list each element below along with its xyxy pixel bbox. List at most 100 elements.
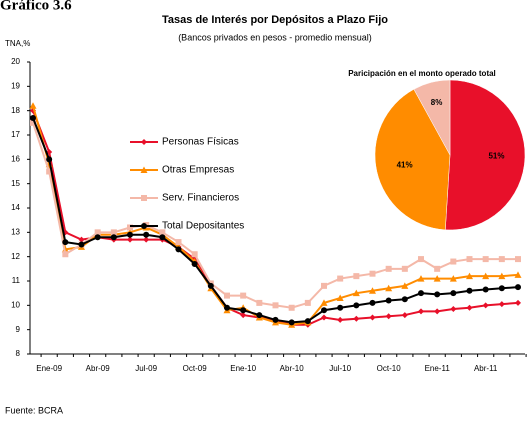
data-point	[498, 285, 505, 292]
data-point	[191, 260, 198, 267]
pie-slice	[413, 79, 451, 156]
data-point	[320, 299, 328, 306]
data-point	[385, 284, 393, 292]
data-point	[450, 258, 457, 265]
data-point	[191, 251, 198, 258]
x-tick-label: Abr-09	[86, 364, 111, 373]
data-point	[272, 302, 279, 309]
x-tick-label: Jul-10	[329, 364, 351, 373]
data-point	[482, 302, 489, 309]
data-point	[256, 299, 263, 306]
data-point	[514, 271, 522, 278]
data-point	[321, 282, 327, 289]
data-point	[385, 313, 392, 320]
data-point	[450, 290, 457, 297]
y-tick-label: 12	[11, 252, 20, 261]
y-tick-label: 10	[11, 300, 20, 309]
y-tick-label: 20	[11, 57, 20, 66]
data-point	[401, 265, 408, 272]
source: Fuente: BCRA	[5, 405, 63, 415]
y-tick-label: 17	[11, 130, 20, 139]
data-point	[337, 316, 344, 323]
data-point	[482, 272, 490, 280]
data-point	[143, 236, 150, 243]
legend-label: Otras Empresas	[162, 165, 234, 176]
data-point	[46, 156, 53, 163]
data-point	[224, 292, 230, 299]
data-point	[30, 119, 36, 126]
y-tick-label: 9	[16, 325, 21, 334]
data-point	[353, 302, 360, 309]
data-point	[385, 297, 392, 304]
y-tick-label: 19	[11, 81, 20, 90]
data-point	[401, 312, 408, 319]
data-point	[240, 292, 247, 299]
data-point	[143, 231, 150, 238]
data-point	[304, 299, 311, 306]
data-point	[321, 314, 327, 321]
y-tick-label: 16	[11, 154, 20, 163]
data-point	[369, 314, 376, 321]
data-point	[466, 287, 473, 294]
data-point	[256, 312, 263, 319]
y-tick-label: 8	[16, 349, 21, 358]
x-tick-label: Abr-11	[474, 364, 498, 373]
data-point	[515, 256, 521, 263]
data-point	[288, 319, 295, 326]
data-point	[127, 224, 133, 231]
data-point	[337, 304, 344, 311]
data-point	[29, 102, 37, 109]
data-point	[418, 256, 424, 263]
data-point	[401, 282, 409, 289]
data-point	[127, 231, 133, 238]
chart-subtitle: (Bancos privados en pesos - promedio men…	[178, 32, 372, 42]
chart-title: Tasas de Interés por Depósitos a Plazo F…	[162, 14, 388, 26]
data-point	[433, 275, 441, 282]
data-point	[207, 282, 214, 289]
data-point	[46, 168, 53, 175]
data-point	[321, 307, 327, 314]
data-point	[78, 236, 85, 243]
pie-title: Paricipación en el monto operado total	[348, 69, 496, 78]
data-point	[30, 114, 36, 121]
legend-label: Serv. Financieros	[162, 193, 239, 204]
pie-label: 51%	[488, 152, 504, 161]
data-point	[449, 275, 457, 282]
y-axis-label: TNA,%	[5, 39, 30, 48]
data-point	[418, 308, 424, 315]
x-tick-label: Oct-10	[377, 364, 402, 373]
data-point	[62, 251, 69, 258]
data-point	[498, 256, 505, 263]
data-point	[353, 315, 360, 322]
legend-marker	[141, 223, 147, 229]
data-point	[498, 272, 506, 280]
data-point	[434, 308, 441, 315]
y-tick-label: 18	[11, 106, 20, 115]
data-point	[434, 265, 441, 272]
y-tick-label: 14	[11, 203, 20, 212]
x-tick-label: Jul-09	[135, 364, 157, 373]
data-point	[62, 229, 69, 236]
data-point	[94, 229, 101, 236]
y-tick-label: 15	[11, 179, 20, 188]
data-point	[304, 318, 311, 325]
data-point	[401, 296, 408, 303]
x-tick-label: Ene-09	[36, 364, 62, 373]
legend-label: Total Depositantes	[162, 221, 244, 232]
figure-label: Gráfico 3.6	[0, 0, 72, 13]
y-tick-label: 11	[12, 276, 21, 285]
data-point	[353, 273, 360, 280]
data-point	[466, 272, 473, 280]
data-point	[62, 239, 69, 246]
data-point	[110, 229, 117, 236]
data-point	[94, 234, 101, 241]
data-point	[369, 287, 376, 294]
data-point	[127, 236, 133, 243]
y-tick-label: 13	[11, 227, 20, 236]
data-point	[417, 275, 425, 282]
data-point	[175, 246, 182, 253]
legend-marker	[141, 195, 147, 201]
data-point	[385, 265, 392, 272]
x-tick-label: Ene-11	[425, 364, 451, 373]
